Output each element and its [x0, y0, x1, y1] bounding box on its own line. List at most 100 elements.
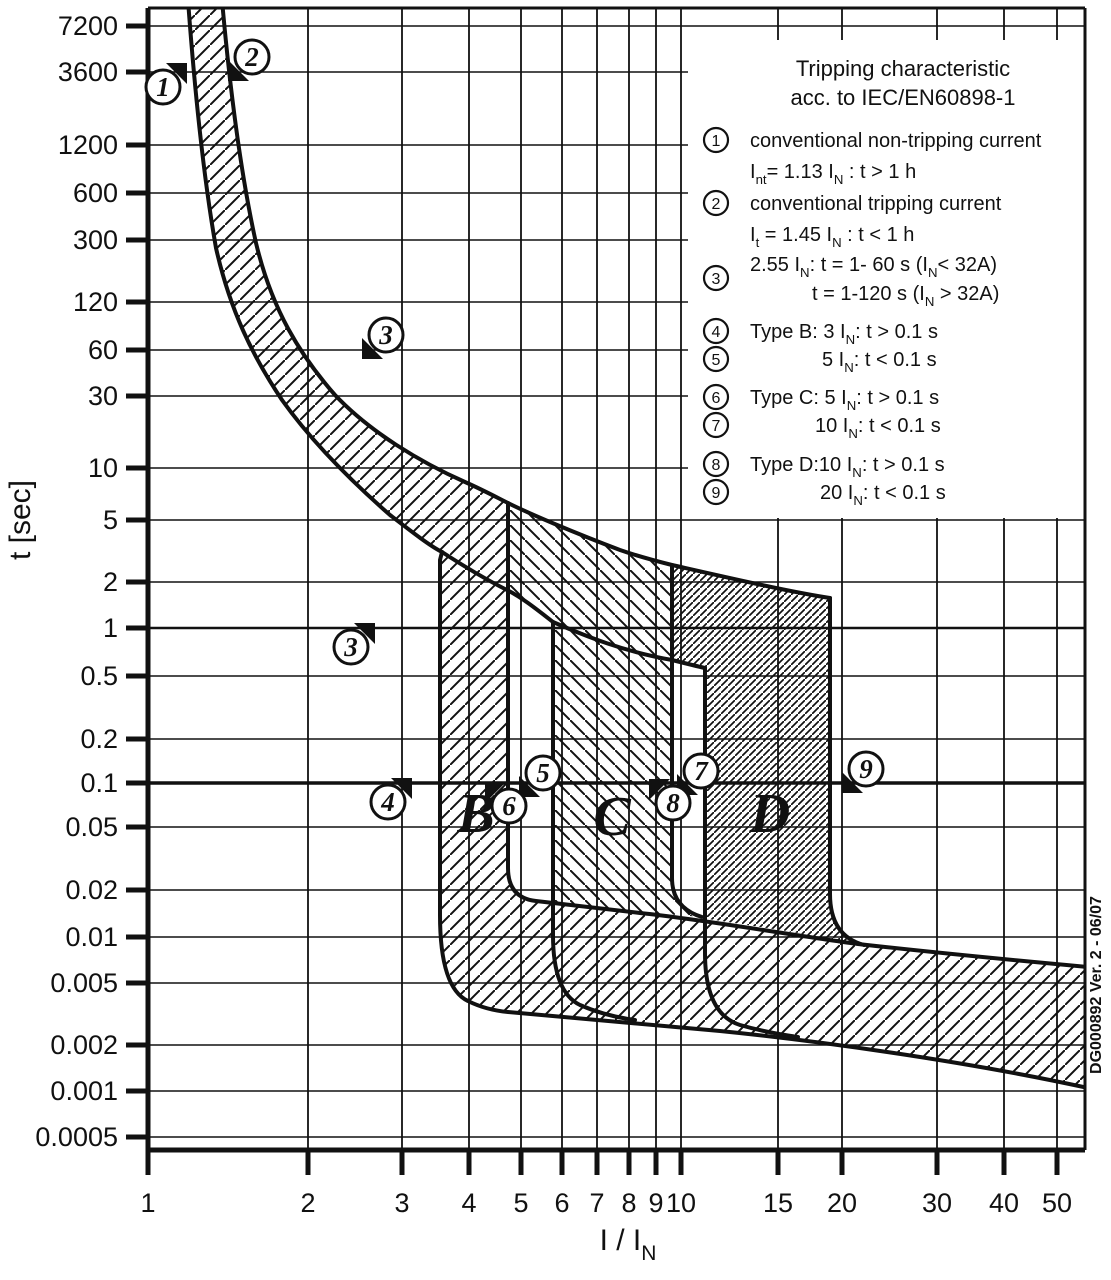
legend-item-4: 4 Type B: 3 IN: t > 0.1 s: [702, 317, 938, 347]
curve-type-c-lower-drop: [551, 620, 637, 1022]
document-id-watermark: DG000892 Ver. 2 - 06/07: [1088, 896, 1105, 1074]
chart-marker-1-0: 1: [144, 63, 187, 106]
region-band-c: [507, 503, 702, 917]
marker-flag-icon: [354, 623, 375, 644]
legend-number-circle-7: [702, 411, 730, 439]
x-tick-label-2: 2: [300, 1188, 315, 1218]
y-tick-label-300: 300: [73, 225, 118, 255]
legend-item-6-row-1: Type C: 5 IN: t > 0.1 s: [750, 387, 939, 413]
y-tick-label-0.002: 0.002: [50, 1030, 118, 1060]
x-tick-label-50: 50: [1042, 1188, 1072, 1218]
x-tick-label-5: 5: [513, 1188, 528, 1218]
y-tick-label-30: 30: [88, 381, 118, 411]
legend-item-9: 9 20 IN: t < 0.1 s: [702, 478, 946, 508]
marker-circle: [367, 316, 405, 354]
x-tick-label-10: 10: [666, 1188, 696, 1218]
y-tick-label-3600: 3600: [58, 57, 118, 87]
marker-flag-icon: [649, 779, 670, 800]
legend-number-5: 5: [712, 352, 721, 369]
y-tick-label-120: 120: [73, 287, 118, 317]
legend-item-3-row-1: 2.55 IN: t = 1- 60 s (IN< 32A): [750, 254, 997, 280]
y-tick-label-0.2: 0.2: [80, 724, 118, 754]
y-tick-label-0.0005: 0.0005: [35, 1122, 118, 1152]
x-tick-label-30: 30: [922, 1188, 952, 1218]
y-tick-label-2: 2: [103, 567, 118, 597]
legend-number-circle-6: [702, 383, 730, 411]
axes: 7200360012006003001206030105210.50.20.10…: [35, 6, 1087, 1218]
x-tick-label-1: 1: [140, 1188, 155, 1218]
legend-item-7-row-1: 10 IN: t < 0.1 s: [815, 415, 941, 441]
legend-item-5-row-1: 5 IN: t < 0.1 s: [822, 349, 937, 375]
legend-number-2: 2: [712, 196, 721, 213]
x-tick-label-40: 40: [989, 1188, 1019, 1218]
legend-number-7: 7: [712, 418, 721, 435]
chart-marker-6-6: 6: [485, 782, 528, 825]
y-tick-label-0.02: 0.02: [65, 875, 118, 905]
marker-circle: [490, 787, 528, 825]
legend-number-circle-4: [702, 317, 730, 345]
legend-item-9-row-1: 20 IN: t < 0.1 s: [820, 482, 946, 508]
marker-number: 1: [156, 72, 170, 102]
curve-type-b-lower-drop: [438, 550, 1085, 1090]
y-tick-label-0.1: 0.1: [80, 768, 118, 798]
x-tick-label-20: 20: [827, 1188, 857, 1218]
legend-number-circle-2: [702, 189, 730, 217]
marker-circle: [144, 68, 182, 106]
marker-flag-icon: [166, 63, 187, 84]
y-tick-label-0.005: 0.005: [50, 968, 118, 998]
marker-circle: [233, 38, 271, 76]
chart-marker-3-2: 3: [362, 316, 405, 359]
y-tick-label-5: 5: [103, 505, 118, 535]
curve-type-c-upper-drop: [670, 563, 704, 919]
legend-number-circle-3: [702, 264, 730, 292]
legend-item-2-row-2: It = 1.45 IN : t < 1 h: [750, 224, 914, 250]
region-band-thermal-b-bottom: [188, 8, 1085, 1088]
marker-circle: [332, 628, 370, 666]
legend: Tripping characteristic acc. to IEC/EN608…: [688, 40, 1085, 518]
marker-number: 3: [378, 320, 393, 350]
legend-number-circle-8: [702, 450, 730, 478]
y-tick-label-7200: 7200: [58, 11, 118, 41]
x-tick-label-8: 8: [621, 1188, 636, 1218]
legend-item-1: 1 conventional non-tripping current Int= 1…: [702, 126, 1042, 187]
y-tick-label-60: 60: [88, 335, 118, 365]
band-letter-B: B: [456, 783, 494, 845]
marker-flag-icon: [228, 60, 249, 81]
legend-item-3-row-2: t = 1-120 s (IN > 32A): [812, 283, 999, 309]
legend-number-6: 6: [712, 390, 721, 407]
legend-number-circle-9: [702, 478, 730, 506]
legend-item-7: 7 10 IN: t < 0.1 s: [702, 411, 941, 441]
curve-thermal-upper-limit: [220, 8, 832, 600]
curve-type-d-lower-drop: [703, 666, 800, 1039]
region-band-d: [672, 565, 864, 945]
plot-area: [186, 8, 1085, 1090]
marker-number: 3: [343, 632, 358, 662]
x-tick-label-4: 4: [461, 1188, 476, 1218]
y-tick-label-0.01: 0.01: [65, 922, 118, 952]
x-axis-title: I / IN: [600, 1224, 657, 1265]
x-tick-label-3: 3: [394, 1188, 409, 1218]
legend-item-4-row-1: Type B: 3 IN: t > 0.1 s: [750, 321, 938, 347]
legend-number-8: 8: [712, 457, 721, 474]
chart-marker-4-4: 4: [369, 778, 412, 821]
legend-item-5: 5 5 IN: t < 0.1 s: [702, 345, 937, 375]
y-tick-label-10: 10: [88, 453, 118, 483]
curve-thermal-lower-limit: [186, 8, 707, 670]
legend-box: [688, 40, 1085, 518]
marker-number: 7: [694, 756, 709, 786]
legend-title-line-2: acc. to IEC/EN60898-1: [790, 85, 1015, 110]
marker-flag-icon: [391, 778, 412, 799]
chart-marker-9-9: 9: [842, 750, 885, 793]
legend-item-1-row-1: conventional non-tripping current: [750, 130, 1042, 152]
x-tick-label-6: 6: [554, 1188, 569, 1218]
legend-item-6: 6 Type C: 5 IN: t > 0.1 s: [702, 383, 939, 413]
marker-number: 2: [244, 42, 259, 72]
legend-item-2: 2 conventional tripping current It = 1.45 …: [702, 189, 1002, 250]
legend-item-1-row-2: Int= 1.13 IN : t > 1 h: [750, 161, 916, 187]
marker-circle: [682, 752, 720, 790]
y-tick-label-0.001: 0.001: [50, 1076, 118, 1106]
marker-flag-icon: [842, 772, 863, 793]
legend-number-4: 4: [712, 324, 721, 341]
